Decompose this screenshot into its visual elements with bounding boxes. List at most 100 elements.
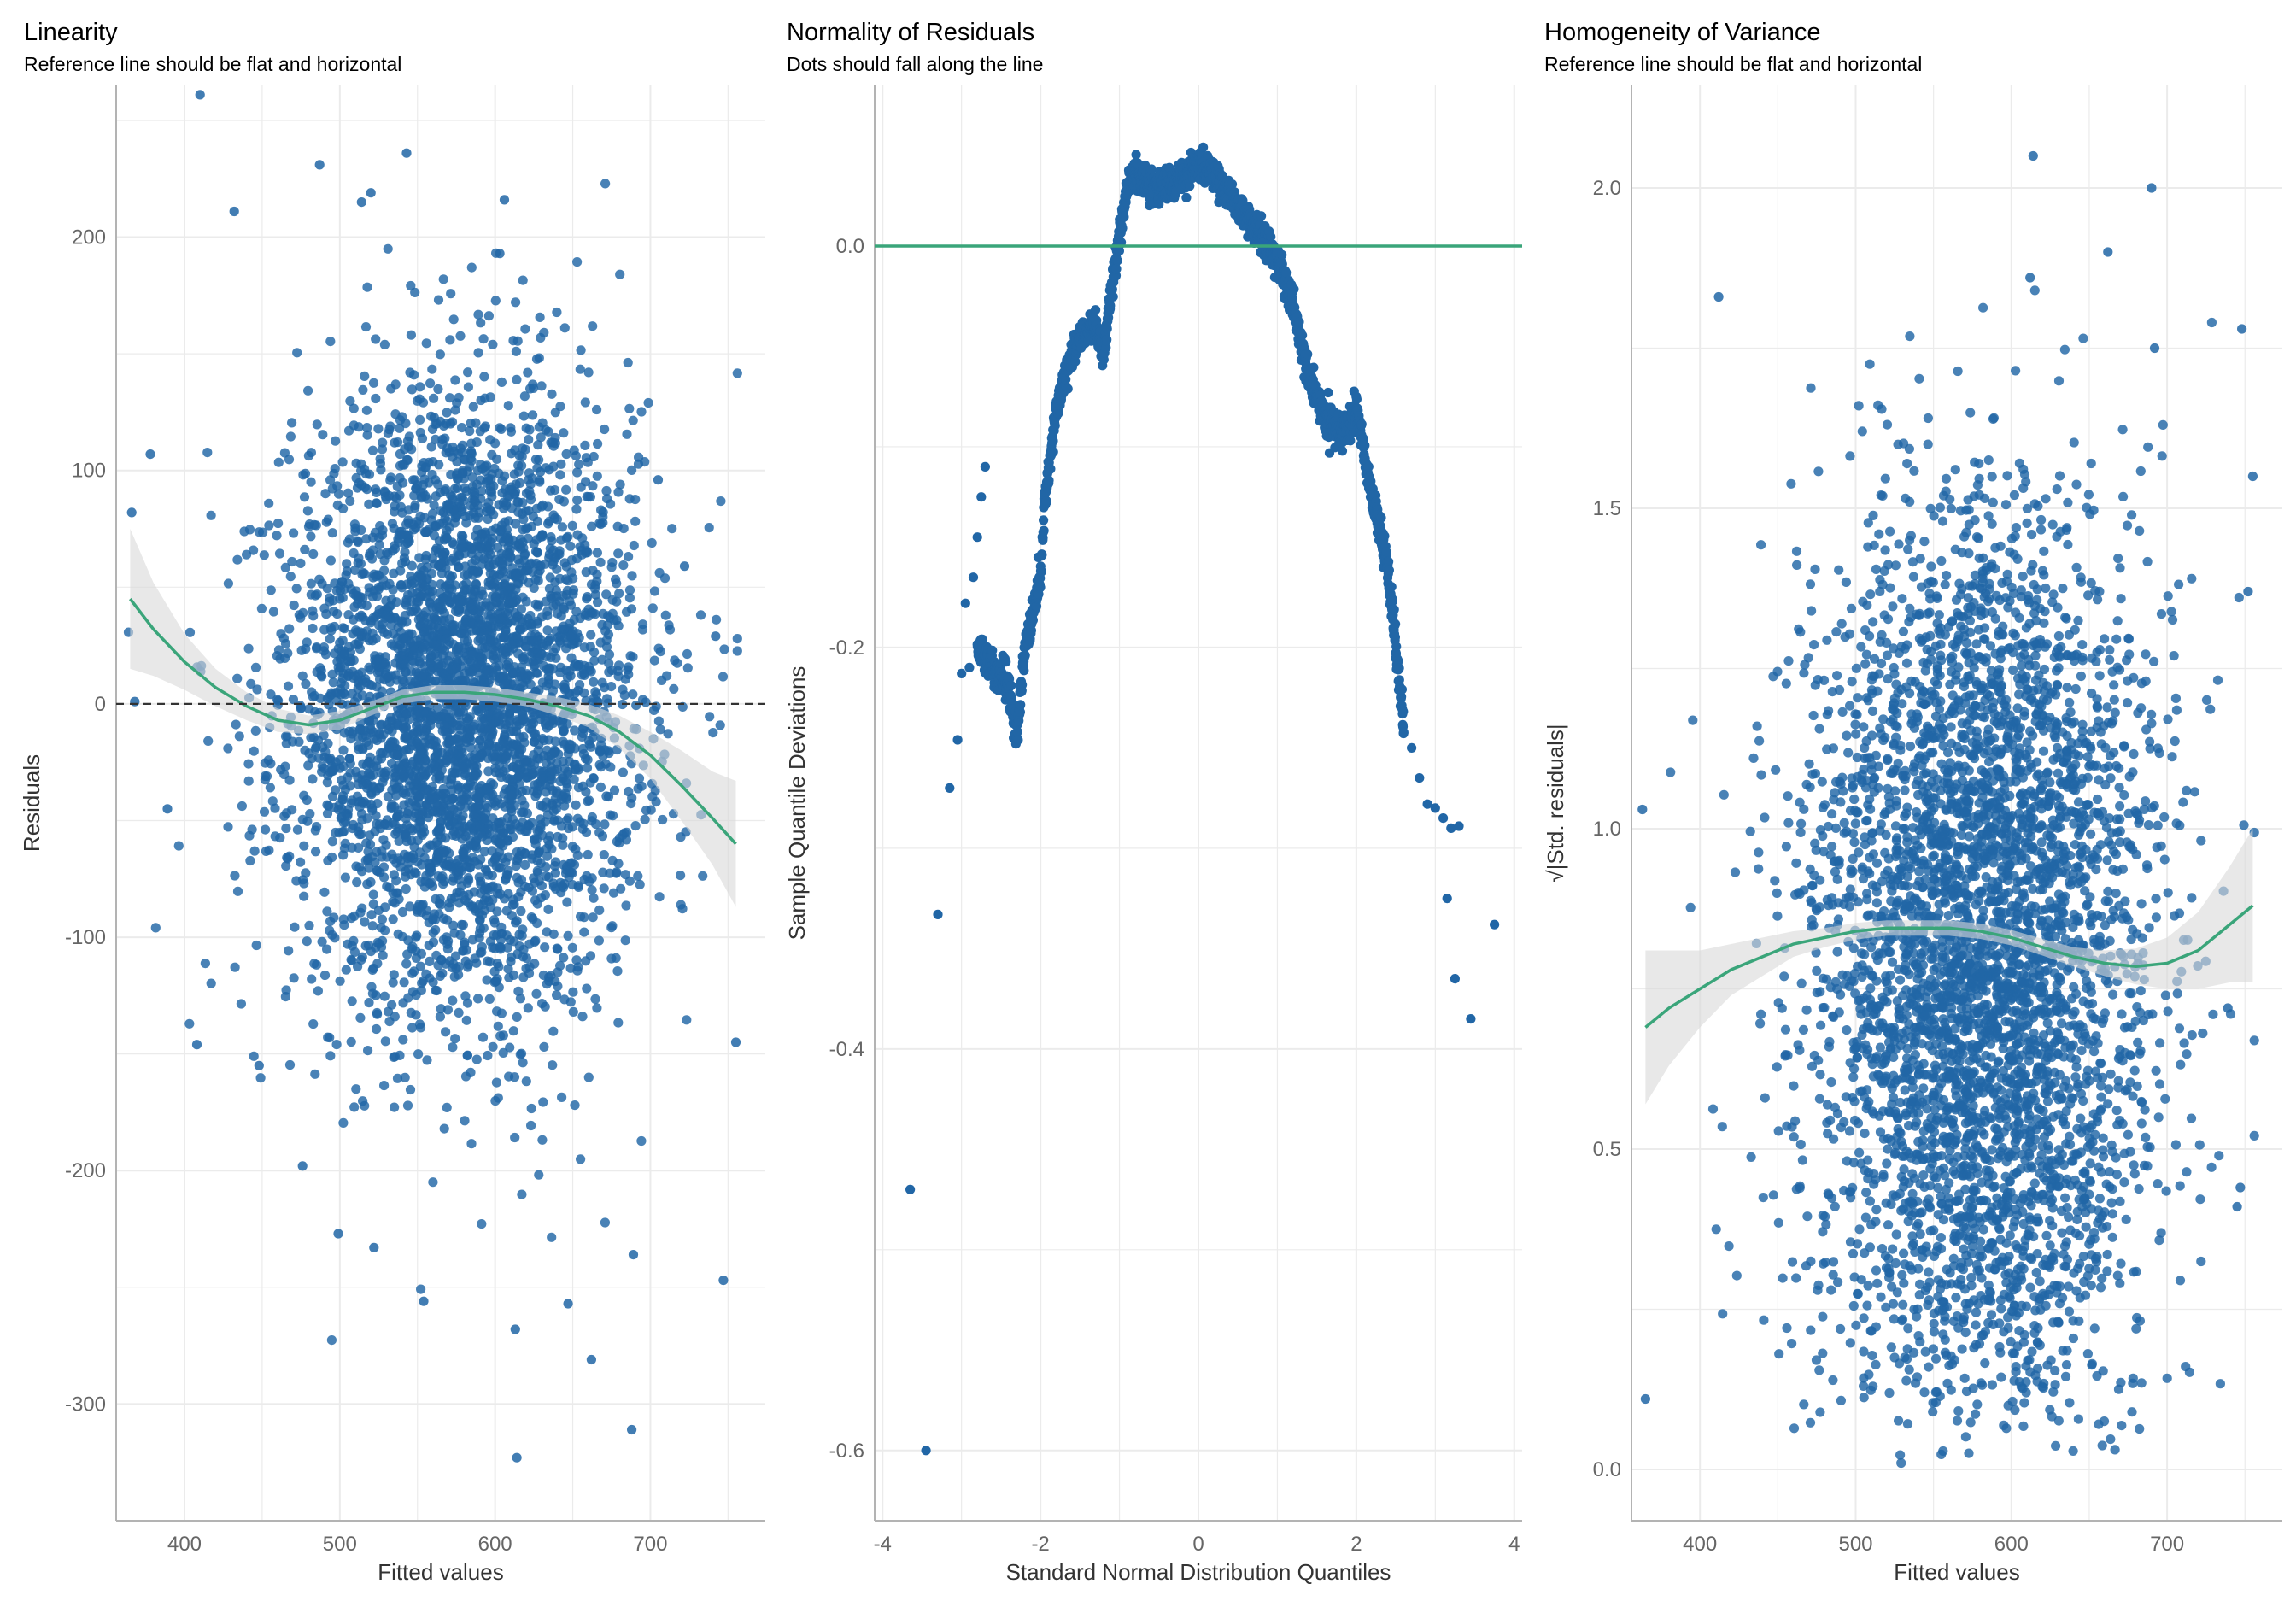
data-point — [421, 607, 431, 618]
data-point — [537, 999, 548, 1009]
data-point — [331, 827, 341, 838]
data-point — [436, 873, 447, 883]
data-point — [635, 879, 645, 889]
data-point — [390, 507, 400, 517]
data-point — [483, 956, 493, 966]
data-point — [441, 625, 451, 635]
data-point — [417, 624, 428, 634]
data-point — [511, 297, 521, 308]
data-point — [511, 667, 521, 677]
data-point — [456, 919, 467, 930]
data-point — [536, 771, 547, 782]
data-point — [615, 479, 625, 490]
data-point — [559, 953, 569, 963]
data-point — [589, 893, 599, 903]
data-point — [415, 427, 425, 438]
data-point — [669, 683, 679, 695]
data-point — [287, 805, 297, 815]
data-point — [344, 726, 354, 736]
data-point — [284, 1059, 296, 1070]
data-point — [621, 900, 631, 911]
data-point — [460, 770, 470, 781]
data-point — [501, 764, 512, 774]
data-point — [551, 585, 561, 595]
data-point — [297, 1161, 308, 1171]
data-point — [616, 883, 626, 894]
data-point — [545, 572, 555, 583]
data-point — [453, 449, 464, 459]
data-point — [326, 1335, 337, 1346]
data-point — [419, 526, 430, 537]
data-point — [341, 965, 351, 975]
data-point — [476, 318, 486, 328]
data-point — [394, 760, 404, 771]
data-point — [405, 367, 415, 378]
data-point — [462, 1051, 472, 1061]
data-point — [242, 549, 252, 560]
data-point — [567, 942, 577, 953]
data-point — [613, 1018, 624, 1028]
data-point — [575, 364, 585, 374]
data-point — [439, 847, 449, 858]
data-point — [441, 755, 452, 766]
data-point — [588, 321, 598, 331]
data-point — [628, 652, 638, 662]
data-point — [330, 648, 340, 659]
data-point — [606, 923, 617, 933]
data-point — [245, 855, 255, 866]
data-point — [349, 565, 360, 576]
data-point — [588, 566, 598, 576]
data-point — [436, 559, 446, 569]
data-point — [325, 1051, 336, 1061]
data-point — [577, 731, 587, 742]
data-point — [716, 496, 726, 507]
data-point — [331, 1040, 342, 1050]
data-point — [604, 649, 615, 660]
data-point — [518, 275, 528, 285]
data-point — [589, 773, 599, 783]
data-point — [600, 819, 610, 830]
data-point — [351, 1084, 361, 1094]
data-point — [299, 492, 310, 502]
data-point — [360, 483, 370, 493]
data-point — [496, 771, 507, 783]
data-point — [536, 881, 548, 891]
data-point — [237, 801, 247, 812]
x-tick-label: 600 — [478, 1533, 512, 1556]
data-point — [419, 670, 429, 680]
data-point — [542, 607, 553, 617]
data-point — [372, 655, 382, 666]
data-point — [442, 944, 454, 954]
data-point — [400, 444, 410, 455]
data-point — [612, 596, 622, 607]
data-point — [494, 661, 504, 672]
data-point — [1006, 680, 1016, 691]
data-point — [562, 585, 573, 596]
data-point — [402, 949, 413, 959]
data-point — [559, 428, 569, 438]
data-point — [563, 813, 573, 824]
data-point — [580, 397, 590, 408]
data-point — [423, 632, 433, 643]
data-point — [473, 830, 484, 840]
data-point — [565, 963, 576, 973]
data-point — [308, 623, 318, 634]
data-point — [1041, 496, 1051, 507]
data-point — [536, 381, 547, 391]
data-point — [357, 903, 367, 913]
data-point — [475, 735, 485, 746]
data-point — [388, 818, 398, 828]
data-point — [465, 425, 475, 437]
data-point — [556, 888, 566, 898]
data-point — [618, 560, 629, 571]
data-point — [369, 1242, 379, 1252]
data-point — [400, 1072, 410, 1082]
data-point — [456, 881, 467, 891]
data-point — [563, 531, 573, 543]
data-point — [489, 582, 500, 593]
data-point — [385, 421, 395, 431]
data-point — [350, 671, 360, 681]
data-point — [299, 790, 309, 801]
data-point — [453, 855, 464, 865]
data-point — [470, 750, 480, 760]
